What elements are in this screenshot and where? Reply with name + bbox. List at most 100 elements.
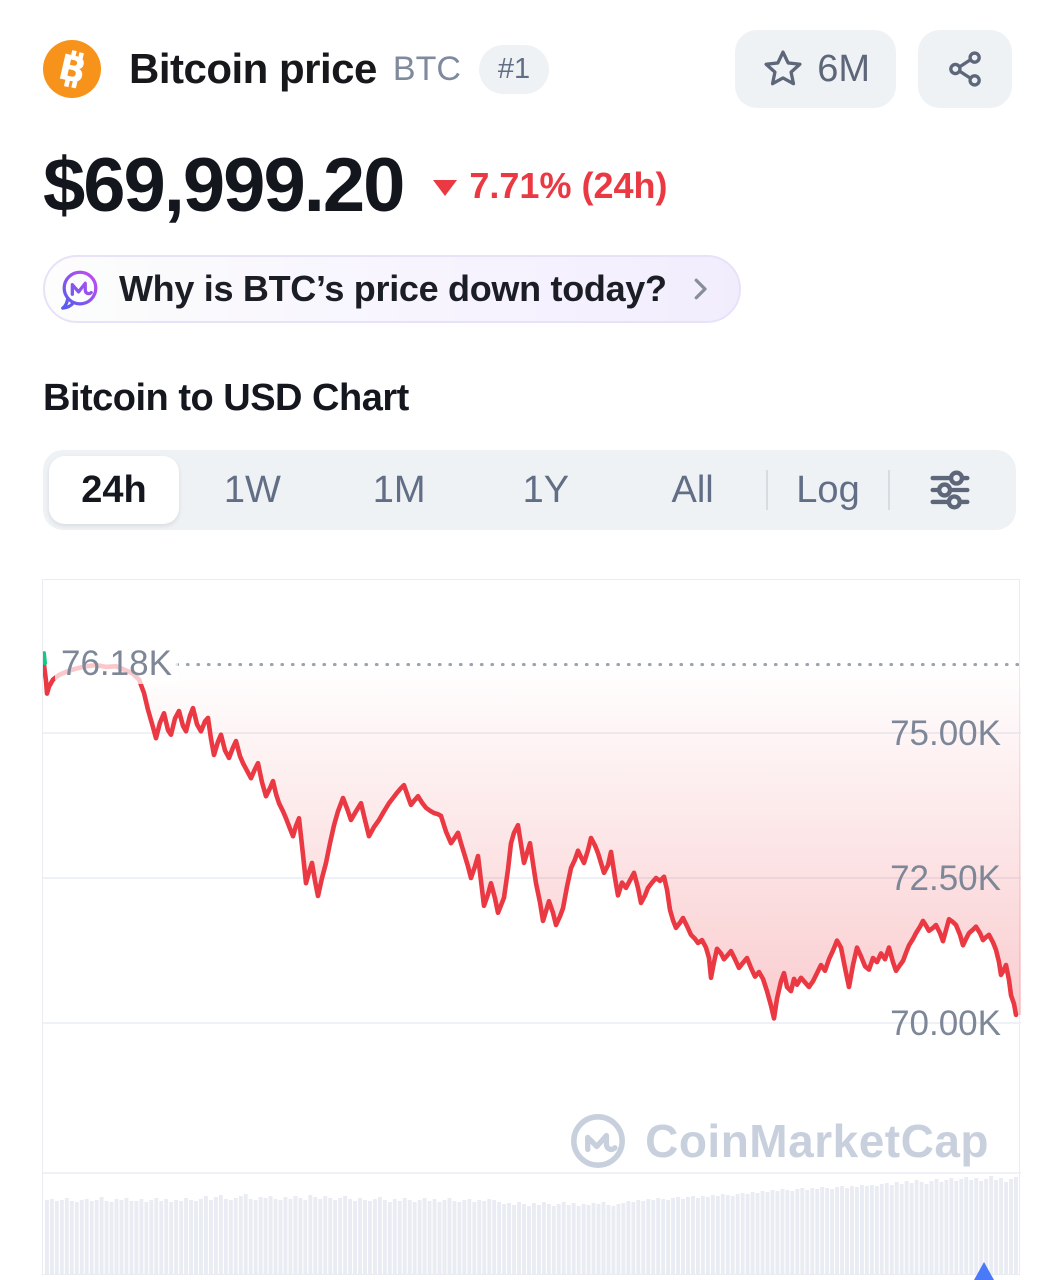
volume-bar	[750, 1192, 755, 1274]
volume-bar	[835, 1187, 840, 1274]
volume-bar	[45, 1200, 49, 1274]
volume-bar	[263, 1198, 268, 1274]
volume-bar	[228, 1200, 233, 1274]
volume-bar	[820, 1187, 825, 1274]
volume-bar	[725, 1195, 730, 1274]
chevron-right-icon	[694, 278, 707, 300]
volume-bar	[104, 1201, 109, 1274]
volume-bar	[467, 1199, 472, 1274]
header: B Bitcoin price BTC #1 6M	[0, 0, 1059, 108]
volume-bar	[924, 1184, 929, 1274]
tab-24h[interactable]: 24h	[49, 456, 179, 524]
tab-1w[interactable]: 1W	[223, 468, 281, 511]
price-down-arrow-icon	[433, 179, 458, 196]
volume-bar	[964, 1177, 969, 1274]
volume-bar	[700, 1196, 705, 1274]
price-chart-canvas[interactable]	[43, 580, 1021, 1276]
volume-bar	[482, 1201, 487, 1274]
volume-bar	[502, 1204, 507, 1274]
volume-bar	[318, 1199, 323, 1274]
volume-bar	[368, 1201, 372, 1274]
volume-bar	[417, 1200, 422, 1274]
volume-bar	[308, 1195, 313, 1274]
rank-badge: #1	[478, 44, 550, 94]
volume-bar	[874, 1186, 879, 1274]
volume-bar	[199, 1199, 203, 1274]
volume-bar	[432, 1199, 437, 1274]
coinmarketcap-logo-icon	[571, 1114, 626, 1168]
volume-bar	[159, 1201, 164, 1274]
tab-divider	[766, 470, 768, 510]
volume-bar	[671, 1198, 676, 1274]
volume-bar	[611, 1206, 616, 1274]
volume-bar	[487, 1199, 492, 1274]
volume-bar	[825, 1188, 830, 1274]
volume-bar	[939, 1182, 944, 1274]
chart-settings-button[interactable]	[890, 464, 1010, 516]
volume-bar	[790, 1191, 795, 1274]
tab-log-scale[interactable]: Log	[796, 468, 860, 511]
volume-bar	[412, 1202, 417, 1274]
volume-bar	[358, 1198, 362, 1274]
volume-bar	[283, 1197, 288, 1274]
volume-bar	[571, 1203, 576, 1274]
volume-bar	[894, 1182, 899, 1274]
sliders-settings-icon	[930, 470, 970, 510]
tab-all[interactable]: All	[671, 468, 714, 511]
volume-bar	[149, 1200, 154, 1274]
volume-bar	[800, 1188, 805, 1274]
coin-symbol: BTC	[392, 49, 461, 88]
volume-bar	[248, 1199, 253, 1274]
volume-bar	[710, 1195, 715, 1274]
tab-1m[interactable]: 1M	[372, 468, 426, 511]
volume-bar	[338, 1198, 343, 1274]
volume-bar	[780, 1189, 785, 1274]
volume-bar	[914, 1180, 919, 1274]
volume-bar	[84, 1199, 89, 1274]
x-axis: 6:00 PM 5 Feb 6:00 AM 12:00 PM	[42, 1275, 1020, 1280]
volume-bar	[442, 1200, 447, 1274]
volume-bar	[522, 1204, 526, 1274]
chart-heading: Bitcoin to USD Chart	[43, 377, 409, 419]
volume-bar	[864, 1186, 869, 1274]
volume-bar	[621, 1203, 626, 1274]
volume-bar	[676, 1197, 680, 1274]
y-axis-label: 70.00K	[890, 1004, 1001, 1043]
volume-bar	[735, 1194, 740, 1274]
volume-bar	[656, 1198, 661, 1274]
volume-bar	[969, 1180, 974, 1274]
volume-bar	[527, 1206, 531, 1274]
volume-bar	[1004, 1182, 1008, 1274]
volume-bar	[596, 1204, 601, 1274]
volume-bar	[59, 1200, 64, 1274]
volume-bar	[387, 1202, 392, 1274]
volume-bar	[720, 1194, 725, 1274]
volume-bar	[174, 1200, 179, 1274]
tab-1y[interactable]: 1Y	[522, 468, 570, 511]
volume-bar	[238, 1196, 243, 1274]
volume-bar	[909, 1183, 914, 1274]
volume-bar	[452, 1201, 457, 1274]
volume-bar	[855, 1187, 859, 1274]
ai-insight-banner[interactable]: Why is BTC’s price down today?	[43, 255, 741, 323]
share-button[interactable]	[918, 30, 1012, 108]
volume-bar	[999, 1178, 1003, 1274]
volume-bar	[691, 1196, 695, 1274]
volume-bar	[179, 1201, 184, 1274]
volume-bar	[139, 1199, 144, 1274]
volume-bar	[805, 1190, 810, 1274]
volume-bar	[218, 1195, 223, 1274]
volume-bar	[512, 1205, 516, 1274]
volume-bar	[258, 1197, 263, 1274]
volume-bar	[422, 1198, 427, 1274]
y-axis-label: 75.00K	[890, 714, 1001, 753]
volume-bar	[407, 1200, 412, 1274]
volume-bar	[686, 1197, 690, 1274]
scroll-hint-arrow-icon[interactable]	[972, 1262, 996, 1280]
high-tick-marker	[43, 651, 47, 666]
volume-bar	[49, 1199, 54, 1274]
watchlist-button[interactable]: 6M	[735, 30, 896, 108]
volume-bar	[353, 1201, 357, 1274]
volume-bar	[666, 1200, 671, 1274]
volume-bar	[208, 1200, 213, 1274]
